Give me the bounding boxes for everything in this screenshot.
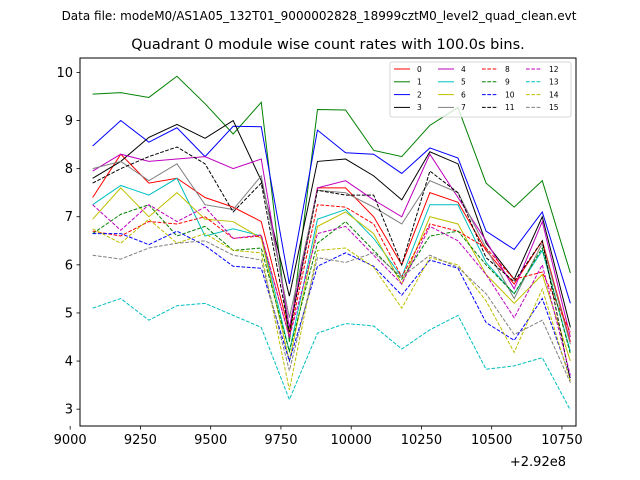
y-tick-label: 6 xyxy=(65,258,73,273)
series-line-6 xyxy=(92,187,571,362)
legend-label-14: 14 xyxy=(549,90,559,99)
legend-label-11: 11 xyxy=(505,103,515,112)
legend-label-2: 2 xyxy=(417,90,422,99)
x-tick-label: 10250 xyxy=(401,433,442,448)
x-tick-label: 9500 xyxy=(194,433,227,448)
y-tick-label: 5 xyxy=(65,306,73,321)
series-line-9 xyxy=(92,204,571,354)
y-tick-label: 10 xyxy=(56,66,73,81)
series-line-2 xyxy=(92,119,571,304)
x-tick-label: 9000 xyxy=(54,433,87,448)
legend-label-5: 5 xyxy=(461,78,466,87)
plot-area: 9000 9250 9500 9750 10000 10250 10500 107503456… xyxy=(54,57,583,448)
legend-label-12: 12 xyxy=(549,65,559,74)
legend-label-7: 7 xyxy=(461,103,466,112)
series-line-8 xyxy=(92,204,571,338)
y-tick-label: 9 xyxy=(65,114,73,129)
legend-label-15: 15 xyxy=(549,103,559,112)
series-line-7 xyxy=(92,160,571,345)
y-tick-label: 4 xyxy=(65,355,73,370)
axes-frame xyxy=(79,57,577,427)
series-line-1 xyxy=(92,75,571,342)
series-line-14 xyxy=(92,218,571,391)
x-tick-label: 10000 xyxy=(331,433,372,448)
x-tick-label: 9250 xyxy=(124,433,157,448)
legend-box xyxy=(389,61,572,118)
legend-label-3: 3 xyxy=(417,103,422,112)
legend-label-0: 0 xyxy=(417,65,422,74)
series-line-5 xyxy=(92,177,571,352)
x-tick-label: 10750 xyxy=(541,433,582,448)
legend-label-13: 13 xyxy=(549,78,559,87)
series-line-13 xyxy=(92,297,571,411)
y-tick-label: 7 xyxy=(65,210,73,225)
series-line-11 xyxy=(92,146,571,381)
legend-label-6: 6 xyxy=(461,90,466,99)
figure-suptitle: Data file: modeM0/AS1A05_132T01_90000028… xyxy=(62,9,577,23)
y-tick-label: 3 xyxy=(65,403,73,418)
x-offset-label: +2.92e8 xyxy=(510,455,566,470)
legend-label-1: 1 xyxy=(417,78,422,87)
legend-label-10: 10 xyxy=(505,90,515,99)
y-tick-label: 8 xyxy=(65,162,73,177)
series-line-4 xyxy=(92,153,571,338)
legend-label-4: 4 xyxy=(461,65,466,74)
legend-label-9: 9 xyxy=(505,78,510,87)
series-line-12 xyxy=(92,204,571,376)
legend-label-8: 8 xyxy=(505,65,510,74)
x-tick-label: 10500 xyxy=(471,433,512,448)
chart-title: Quadrant 0 module wise count rates with … xyxy=(131,37,525,53)
x-tick-label: 9750 xyxy=(264,433,297,448)
series-line-15 xyxy=(92,240,571,383)
